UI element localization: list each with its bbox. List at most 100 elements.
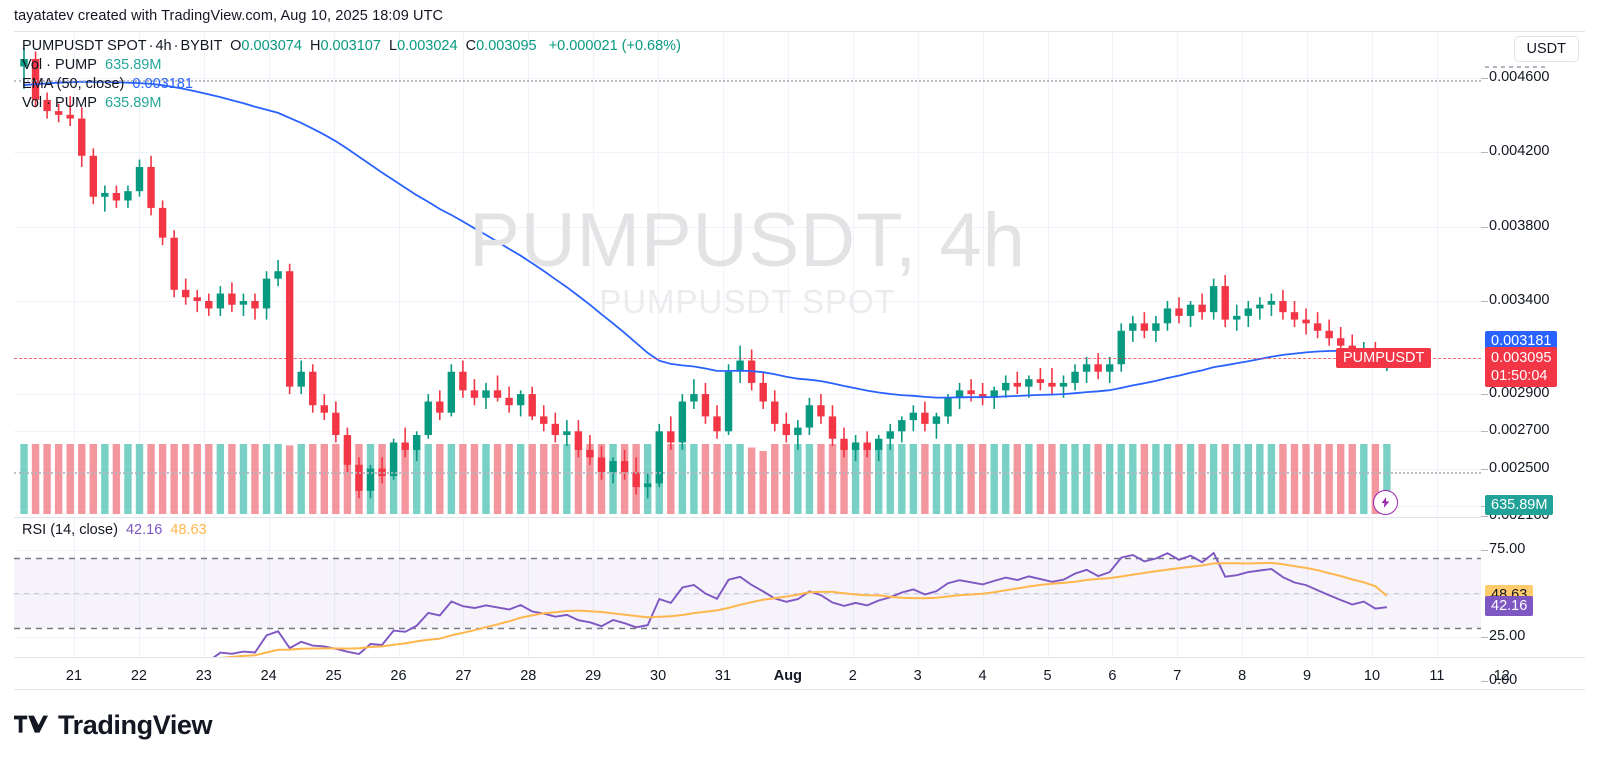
candle-body [1140,323,1149,331]
price-tick-label: 0.003400 [1489,291,1550,308]
candle-body [690,394,698,402]
lightning-bolt-icon[interactable] [1373,490,1398,515]
candle-body [470,390,479,398]
rsi-series-layer [14,551,1481,657]
candle-body [274,271,282,279]
ema-price-badge[interactable]: 0.003181 [1485,330,1558,351]
time-tick-label: 27 [455,668,472,684]
candle-body [875,438,883,450]
rsi-gridline-vertical [1307,518,1309,657]
volume-bar [1279,444,1287,514]
gridline-vertical [1112,32,1114,516]
time-tick-label: 25 [325,668,342,684]
gridline-vertical [398,32,400,516]
rsi-ma-value: 48.63 [170,522,207,538]
price-tick-mark [1481,431,1488,433]
candle-body [955,390,964,398]
price-tick-label: 0.002500 [1489,459,1550,476]
time-axis[interactable]: 21 22 23 24 25 26 27 28 29 30 31 Aug 2 3 4 5 6 7 8 9 10 11 12 [14,658,1585,691]
volume-bar [424,444,432,514]
volume-bar [771,444,779,514]
volume-bar [147,444,155,514]
candle-body [574,431,583,450]
candle-body [805,405,814,428]
volume-bar [678,444,687,514]
candle-body [724,371,733,432]
rsi-gridline-vertical [1242,518,1244,657]
volume-bar [1129,444,1137,514]
price-axis[interactable]: USDT 0.004600 0.004200 0.003800 0.003400 0.0… [1481,32,1585,688]
candle-body [436,401,444,413]
candle-body [285,271,294,387]
last-price-value: 0.003095 [1491,349,1552,366]
candle-body [1198,304,1206,313]
volume-bar [713,444,721,514]
candle-body [817,405,825,417]
volume-bar [1152,444,1160,514]
volume-bar [1163,444,1172,514]
rsi-tick-mark [1481,637,1488,639]
candle-body [1082,364,1091,372]
volume-bar [978,444,987,514]
volume-bar [1302,444,1310,514]
volume-bar [135,444,144,514]
candle-body [1152,323,1160,331]
volume-bar [31,444,40,514]
volume-bar [817,444,825,514]
gridline-horizontal [14,226,1481,228]
price-tick-mark [1481,152,1488,154]
rsi-pane[interactable]: RSI (14, close) 42.16 48.63 [14,517,1481,657]
rsi-title[interactable]: RSI (14, close) [22,522,118,538]
volume-bar [228,444,236,514]
gridline-vertical [1242,32,1244,516]
rsi-gridline-vertical [1436,518,1438,657]
candle-body [332,412,340,436]
volume-bar [667,444,675,514]
candle-body [1013,382,1021,387]
volume-badge[interactable]: 635.89M [1485,495,1554,515]
candle-body [909,412,918,421]
volume-bar [1140,444,1149,514]
rsi-gridline-vertical [528,518,530,657]
gridline-horizontal [14,505,1481,507]
volume-bar [805,444,814,514]
candle-body [1302,319,1310,324]
candle-body [921,412,929,424]
volume-bar [170,444,178,514]
rsi-value-badge[interactable]: 42.16 [1485,596,1534,617]
volume-bar [1082,444,1091,514]
last-price-badge[interactable]: 0.003095 01:50:04 [1485,346,1558,387]
candle-body [932,416,941,424]
candle-body [1071,371,1079,383]
candle-body [101,193,109,197]
candle-body [1279,300,1287,313]
volume-bar [782,444,790,514]
ema-50-line [23,80,1387,399]
candle-body [1163,308,1172,324]
currency-button[interactable]: USDT [1513,36,1579,62]
volume-bar [1267,444,1276,514]
rsi-value: 42.16 [125,522,163,538]
candle-body [967,390,975,395]
candle-body [1325,330,1333,339]
price-pane[interactable]: PUMPUSDT, 4h PUMPUSDT SPOT PUMPUSDT PUMP… [14,32,1481,516]
volume-bar [1059,444,1068,514]
candle-body [1002,382,1010,391]
price-tick-label: 0.003800 [1489,217,1550,234]
volume-bar [967,444,975,514]
volume-bar [54,444,63,514]
tradingview-wordmark: TradingView [58,710,213,740]
volume-bar [1256,444,1264,514]
gridline-vertical [852,32,854,516]
volume-bar [89,444,97,514]
volume-bar [1025,444,1033,514]
candle-body [632,472,640,488]
volume-bar [516,444,525,514]
candle-body [944,397,952,417]
candle-body [78,118,86,156]
gridline-horizontal [14,394,1481,396]
price-tick-mark [1481,300,1488,302]
candle-body [1256,304,1264,309]
rsi-gridline-vertical [658,518,660,657]
candle-body [759,382,767,402]
